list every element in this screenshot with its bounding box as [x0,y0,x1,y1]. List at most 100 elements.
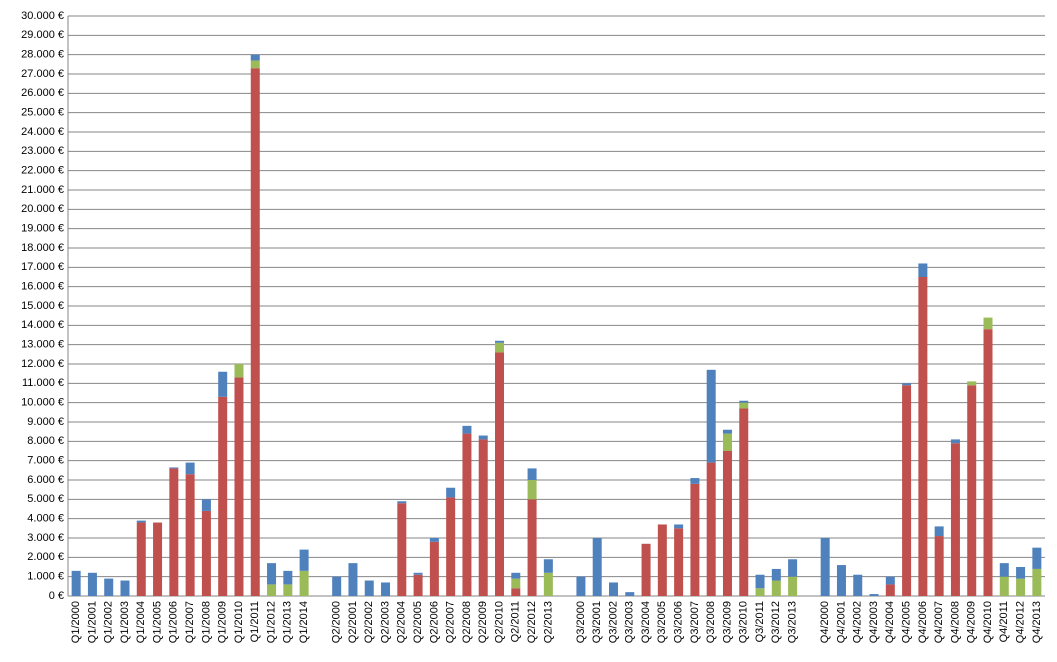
bar-segment [462,433,472,596]
bar-segment [788,559,798,577]
y-tick-label: 23.000 € [21,145,64,157]
y-tick-label: 20.000 € [21,203,64,215]
bar-segment [120,580,130,596]
x-tick-label: Q4/2013 [1031,601,1043,643]
x-tick-label: Q2/2002 [363,601,375,643]
y-tick-label: 7.000 € [27,455,64,467]
x-tick-label: Q4/2010 [982,601,994,643]
y-tick-label: 21.000 € [21,184,64,196]
x-tick-label: Q2/2010 [493,601,505,643]
x-tick-label: Q3/2001 [591,601,603,643]
x-tick-label: Q3/2003 [624,601,636,643]
bar-segment [234,377,244,596]
x-tick-label: Q3/2002 [607,601,619,643]
bar-segment [869,594,879,596]
x-tick-label: Q4/2012 [1014,601,1026,643]
bar-segment [250,60,260,69]
bar-segment [657,524,667,596]
x-tick-label: Q3/2006 [673,601,685,643]
bar-segment [104,578,114,596]
bar-segment [967,385,977,596]
bar-segment [967,381,977,386]
y-tick-label: 6.000 € [27,474,64,486]
x-tick-label: Q1/2004 [135,601,147,643]
bar-segment [674,524,684,529]
bar-segment [902,383,912,386]
bar-segment [722,433,732,451]
x-tick-label: Q1/2007 [184,601,196,643]
bar-segment [218,371,228,397]
bar-segment [250,54,260,61]
x-tick-label: Q3/2011 [754,601,766,642]
y-tick-label: 26.000 € [21,87,64,99]
y-tick-label: 19.000 € [21,223,64,235]
y-tick-label: 4.000 € [27,513,64,525]
bar-segment [722,451,732,596]
bar-segment [136,522,146,596]
bar-segment [527,480,537,500]
y-tick-label: 30.000 € [21,10,64,22]
bar-segment [381,582,391,596]
x-tick-label: Q2/2013 [542,601,554,643]
bar-segment [1016,578,1026,596]
bar-segment [690,483,700,596]
bar-segment [283,584,293,596]
x-tick-label: Q3/2013 [787,601,799,643]
bar-segment [527,499,537,596]
y-tick-label: 18.000 € [21,242,64,254]
x-tick-label: Q1/2002 [103,601,115,643]
bar-segment [722,429,732,434]
x-tick-label: Q3/2009 [721,601,733,643]
y-tick-label: 24.000 € [21,126,64,138]
y-tick-label: 0 € [49,590,64,602]
x-tick-label: Q4/2007 [933,601,945,643]
x-tick-label: Q1/2001 [86,601,98,643]
x-tick-label: Q4/2005 [900,601,912,643]
bar-segment [592,538,602,596]
bar-segment [153,522,163,596]
x-tick-label: Q4/2000 [819,601,831,643]
bar-segment [267,563,277,585]
bar-segment [169,468,179,596]
bar-segment [706,462,716,596]
bar-segment [674,528,684,596]
y-tick-label: 15.000 € [21,300,64,312]
bar-segment [136,520,146,523]
bar-segment [999,576,1009,596]
y-tick-label: 1.000 € [27,571,64,583]
x-tick-label: Q4/2006 [917,601,929,643]
bar-segment [950,439,960,444]
y-tick-label: 10.000 € [21,397,64,409]
x-tick-label: Q2/2009 [477,601,489,643]
y-tick-label: 17.000 € [21,261,64,273]
x-tick-label: Q3/2012 [770,601,782,643]
bar-segment [934,536,944,596]
bar-segment [332,576,342,596]
bar-segment [397,501,407,504]
y-tick-label: 14.000 € [21,319,64,331]
bar-segment [885,584,895,596]
bar-segment [739,402,749,409]
bar-segment [934,526,944,537]
bar-segment [234,364,244,378]
y-tick-label: 9.000 € [27,416,64,428]
bar-segment [771,580,781,596]
bar-segment [495,352,505,596]
bar-segment [250,68,260,596]
bar-segment [836,565,846,596]
bar-segment [511,588,521,596]
x-tick-label: Q3/2010 [738,601,750,643]
bar-segment [478,439,488,596]
x-tick-label: Q3/2008 [705,601,717,643]
x-tick-label: Q2/2004 [396,601,408,643]
x-tick-label: Q4/2003 [868,601,880,643]
bar-segment [950,443,960,596]
y-tick-label: 16.000 € [21,281,64,293]
y-tick-label: 27.000 € [21,68,64,80]
x-tick-label: Q2/2007 [445,601,457,643]
x-tick-label: Q1/2005 [151,601,163,643]
x-tick-label: Q3/2004 [640,601,652,643]
bar-segment [853,574,863,596]
bar-segment [87,572,97,596]
